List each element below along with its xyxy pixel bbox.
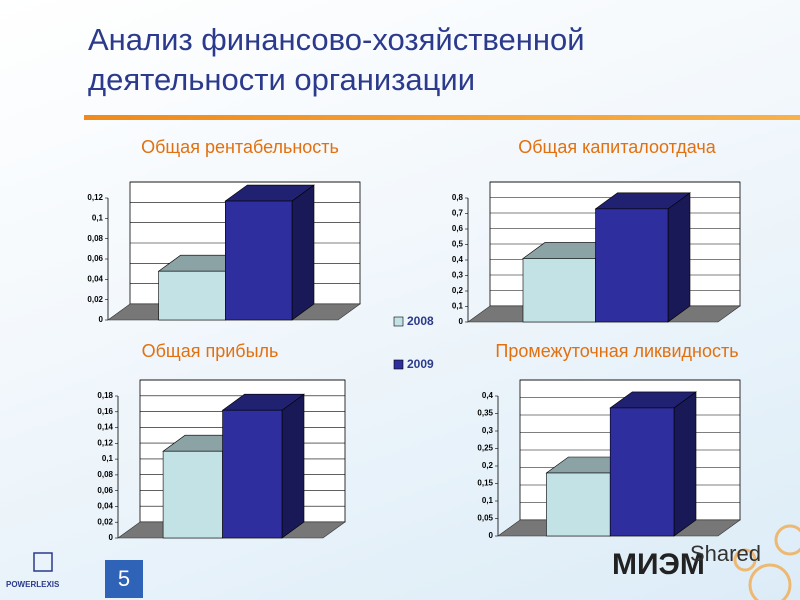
chart-title: Общая прибыль — [142, 341, 279, 361]
y-tick-label: 0,1 — [482, 496, 494, 505]
y-tick-label: 0,8 — [452, 193, 464, 202]
y-tick-label: 0,1 — [92, 213, 104, 222]
legend-swatch — [393, 316, 404, 327]
title-rule — [84, 115, 800, 120]
decoration — [733, 524, 800, 600]
bar-side — [281, 393, 305, 539]
y-tick-label: 0 — [459, 317, 464, 326]
watermark-text: МИЭМ — [612, 548, 705, 581]
y-tick-label: 0,5 — [452, 240, 464, 249]
y-tick-label: 0,02 — [97, 517, 113, 526]
y-tick-label: 0,16 — [97, 407, 113, 416]
y-tick-label: 0,2 — [452, 286, 464, 295]
page-number: 5 — [105, 560, 143, 598]
bar — [225, 200, 293, 321]
logo-box — [33, 552, 53, 572]
bar — [609, 407, 675, 537]
y-tick-label: 0 — [99, 315, 104, 324]
y-tick-label: 0,1 — [102, 454, 114, 463]
legend-swatch — [393, 359, 404, 370]
y-tick-label: 0,35 — [477, 409, 493, 418]
watermark-text: Shared — [690, 541, 761, 566]
y-tick-label: 0,05 — [477, 514, 493, 523]
y-tick-label: 0,06 — [87, 254, 103, 263]
y-tick-label: 0,25 — [477, 444, 493, 453]
bar — [158, 270, 226, 321]
y-tick-label: 0,12 — [97, 438, 113, 447]
y-tick-label: 0,3 — [452, 271, 464, 280]
y-tick-label: 0,02 — [87, 295, 103, 304]
y-tick-label: 0,04 — [97, 502, 113, 511]
bar — [546, 472, 611, 537]
y-tick-label: 0,06 — [97, 486, 113, 495]
brand: POWERLEXIS — [6, 580, 60, 589]
y-tick-label: 0,4 — [452, 255, 464, 264]
y-tick-label: 0,14 — [97, 423, 113, 432]
y-tick-label: 0,3 — [482, 426, 494, 435]
legend-label: 2009 — [407, 357, 434, 371]
y-tick-label: 0 — [489, 531, 494, 540]
bar — [222, 409, 283, 539]
y-tick-label: 0,15 — [477, 479, 493, 488]
y-tick-label: 0,08 — [87, 234, 103, 243]
bar-side — [667, 192, 691, 323]
bar-side — [291, 184, 315, 321]
y-tick-label: 0,4 — [482, 391, 494, 400]
y-tick-label: 0,6 — [452, 224, 464, 233]
bar-side — [673, 391, 697, 537]
y-tick-label: 0,18 — [97, 391, 113, 400]
chart-title: Промежуточная ликвидность — [495, 341, 738, 361]
chart-title: Общая рентабельность — [141, 137, 339, 157]
y-tick-label: 0,04 — [87, 274, 103, 283]
bar — [595, 208, 669, 323]
y-tick-label: 0,12 — [87, 193, 103, 202]
chart-title: Общая капиталоотдача — [518, 137, 716, 157]
y-tick-label: 0,2 — [482, 461, 494, 470]
legend-label: 2008 — [407, 314, 434, 328]
slide-title: Анализ финансово-хозяйственной деятельно… — [88, 22, 585, 97]
y-tick-label: 0,7 — [452, 209, 464, 218]
y-tick-label: 0 — [109, 533, 114, 542]
y-tick-label: 0,08 — [97, 470, 113, 479]
bar — [522, 258, 596, 323]
bar — [162, 450, 223, 539]
y-tick-label: 0,1 — [452, 302, 464, 311]
